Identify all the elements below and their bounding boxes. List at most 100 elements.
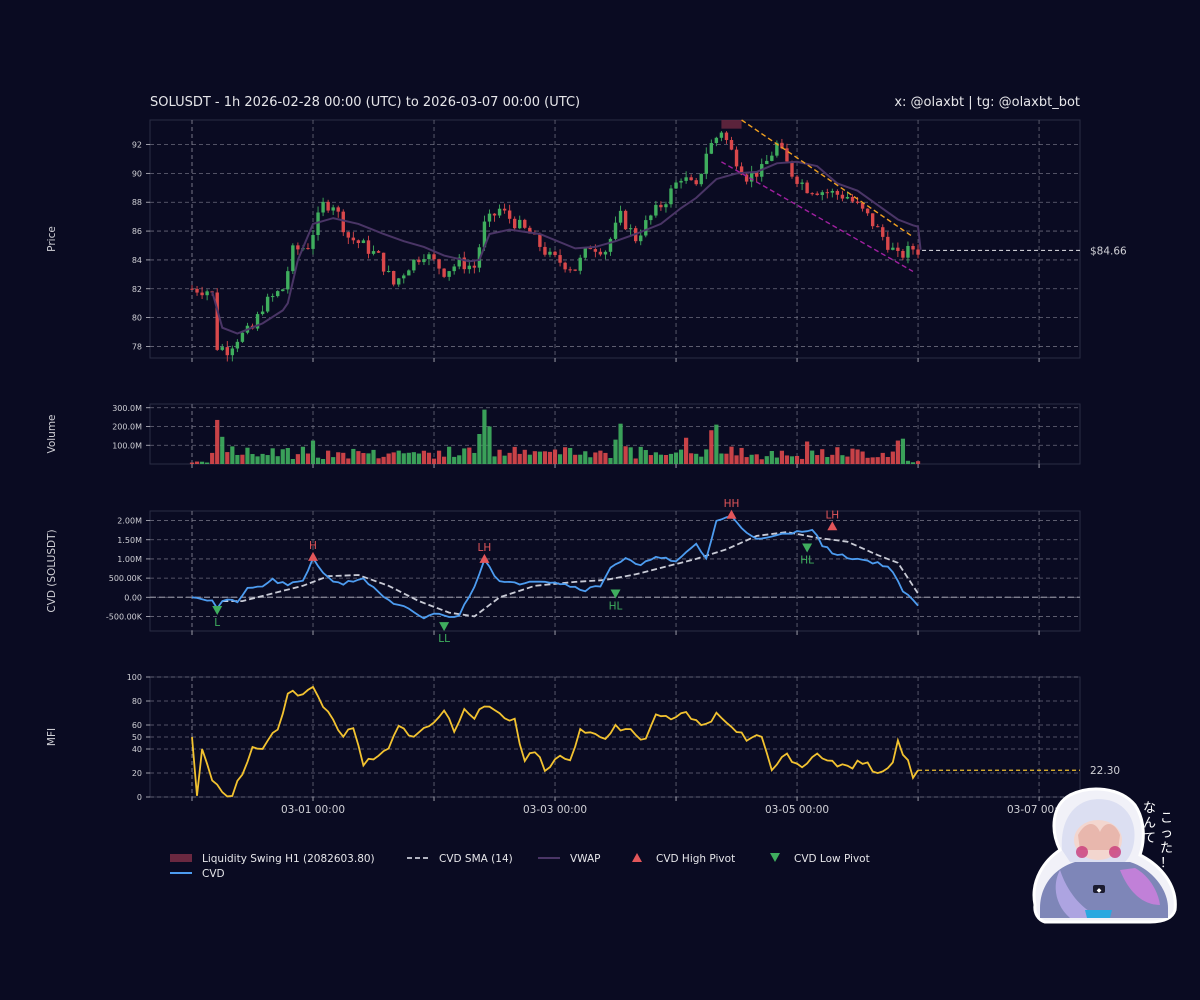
candle-body <box>412 259 416 271</box>
candle-body <box>492 213 497 216</box>
candle-body <box>886 236 890 250</box>
candle-body <box>346 232 351 238</box>
volume-bar <box>719 453 724 464</box>
candle-body <box>548 251 552 255</box>
candle-body <box>502 208 507 211</box>
volume-bar <box>694 453 699 464</box>
volume-bar <box>779 450 785 464</box>
volume-bar <box>603 452 608 464</box>
volume-bar <box>729 446 734 464</box>
candle-body <box>719 132 724 138</box>
legend-label: CVD Low Pivot <box>794 853 870 865</box>
volume-panel: 100.0M 200.0M 300.0M Volume <box>46 403 1081 465</box>
candle-body <box>437 259 441 269</box>
volume-bar <box>870 457 875 464</box>
candle-body <box>457 257 461 267</box>
candle-body <box>845 196 850 199</box>
volume-bar <box>326 450 331 464</box>
candle-body <box>664 204 668 208</box>
volume-bar <box>512 446 517 464</box>
candle-body <box>553 251 557 256</box>
candle-body <box>417 259 421 263</box>
volume-bar <box>447 446 452 464</box>
volume-bar <box>406 452 411 464</box>
mfi-ytick-label: 20 <box>132 769 142 778</box>
candle-body <box>482 221 487 248</box>
candle-body <box>830 190 835 193</box>
candle-body <box>321 201 325 213</box>
volume-bar <box>346 458 351 464</box>
candle-body <box>820 192 824 195</box>
candle-body <box>543 246 547 255</box>
volume-bar <box>840 455 845 464</box>
candle-body <box>381 252 386 272</box>
volume-bar <box>885 456 890 464</box>
volume-bar <box>880 452 885 464</box>
legend-label: Liquidity Swing H1 (2082603.80) <box>202 853 375 865</box>
volume-bar <box>835 447 840 464</box>
volume-bar <box>426 452 432 464</box>
price-panel: 78 80 82 84 86 88 90 92 Price $84.66 <box>46 119 1127 362</box>
candle-body <box>639 235 643 242</box>
candle-body <box>422 259 426 263</box>
volume-bar <box>215 419 220 464</box>
candle-body <box>644 220 648 236</box>
candle-body <box>810 193 814 195</box>
candle-body <box>623 210 628 230</box>
sticker-char: ！ <box>1160 856 1173 871</box>
candle-body <box>780 142 784 149</box>
volume-bar <box>593 452 598 464</box>
price-ylabel: Price <box>46 226 58 252</box>
volume-ylabel: Volume <box>46 414 58 453</box>
volume-bar <box>583 451 588 464</box>
volume-bar <box>764 456 769 464</box>
volume-bar <box>860 451 865 464</box>
cvd-low-pivot-marker <box>439 622 450 632</box>
volume-bar <box>245 447 250 464</box>
candle-body <box>240 332 245 342</box>
volume-bar <box>658 454 664 464</box>
candle-body <box>397 278 401 285</box>
candle-body <box>578 257 582 271</box>
volume-bar <box>497 449 502 464</box>
volume-bar <box>376 458 381 464</box>
candle-body <box>487 213 492 222</box>
volume-bar <box>799 458 805 464</box>
volume-bar <box>270 448 275 464</box>
volume-bar <box>467 447 472 464</box>
volume-bar <box>784 455 790 464</box>
candle-body <box>472 265 477 268</box>
volume-bar <box>225 452 230 464</box>
candle-body <box>911 245 915 250</box>
candle-body <box>296 245 300 250</box>
volume-bar <box>240 454 245 464</box>
trendline-upper <box>741 119 914 238</box>
candle-body <box>270 296 275 298</box>
candle-body <box>361 240 366 244</box>
volume-bar <box>805 441 810 464</box>
candle-body <box>447 271 451 277</box>
volume-bar <box>623 446 628 464</box>
cvd-low-pivot-label: LL <box>438 633 450 645</box>
candle-body <box>865 208 870 214</box>
x-tick-label: 03-05 00:00 <box>765 804 829 816</box>
volume-bar <box>331 457 336 464</box>
volume-bar <box>724 453 729 464</box>
volume-bar <box>295 454 300 464</box>
volume-bar <box>684 437 689 464</box>
sticker-char: ん <box>1143 816 1156 831</box>
candle-body <box>860 202 865 209</box>
candle-body <box>704 153 708 174</box>
candle-body <box>195 288 199 293</box>
legend-label: CVD SMA (14) <box>439 853 513 865</box>
svg-text:◆: ◆ <box>1097 887 1102 894</box>
volume-bar <box>371 449 376 464</box>
volume-bar <box>477 434 482 464</box>
candle-body <box>442 268 446 277</box>
sticker-char: こ <box>1160 811 1173 826</box>
volume-bar <box>386 453 391 464</box>
volume-bar <box>341 452 346 464</box>
candle-body <box>190 288 194 290</box>
candle-body <box>618 210 623 223</box>
x-tick-label: 03-03 00:00 <box>523 804 587 816</box>
